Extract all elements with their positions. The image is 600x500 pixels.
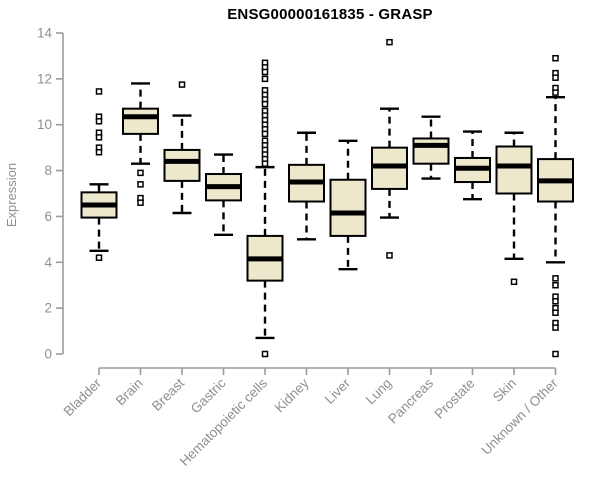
x-tick-label-gastric: Gastric <box>188 375 229 416</box>
boxplot-breast <box>163 81 201 215</box>
outlier-point <box>510 278 518 286</box>
y-tick-label: 0 <box>44 347 52 362</box>
outlier-point <box>95 254 103 261</box>
outlier-point <box>137 169 144 177</box>
iqr-box <box>495 145 533 195</box>
y-tick-label: 12 <box>37 71 52 86</box>
boxplot-kidney <box>288 131 325 241</box>
iqr-box <box>122 107 159 135</box>
outlier-point <box>552 54 559 62</box>
y-tick-label: 4 <box>44 255 52 270</box>
outlier-point <box>386 38 393 46</box>
boxplot-hematopoietic-cells <box>246 59 284 358</box>
iqr-box <box>163 148 201 182</box>
outlier-point <box>552 309 559 316</box>
boxplot-gastric <box>205 153 242 236</box>
y-tick-label: 10 <box>37 117 52 132</box>
x-tick-label-kidney: Kidney <box>272 375 312 415</box>
x-tick-label-unknown-other: Unknown / Other <box>478 375 561 458</box>
outlier-point <box>137 199 144 206</box>
outlier-point <box>261 350 269 358</box>
outlier-point <box>95 134 103 141</box>
x-tick-label-liver: Liver <box>322 375 354 407</box>
outlier-point <box>552 281 559 289</box>
x-tick-label-brain: Brain <box>113 376 146 409</box>
outlier-point <box>178 81 186 88</box>
y-axis: 0 2 4 6 8 10 12 14 <box>37 26 64 362</box>
chart-title: ENSG00000161835 - GRASP <box>227 6 433 23</box>
outlier-point <box>137 181 144 188</box>
outlier-point <box>261 68 269 76</box>
boxplot-brain <box>122 82 159 206</box>
outlier-point <box>552 324 559 331</box>
x-tick-label-prostate: Prostate <box>431 376 477 422</box>
boxplot-skin <box>495 131 533 286</box>
outlier-point <box>552 350 559 358</box>
boxplot-bladder <box>80 88 118 261</box>
outlier-point <box>552 74 559 81</box>
boxplot-pancreas <box>412 115 450 180</box>
y-tick-label: 6 <box>44 209 52 224</box>
outlier-point <box>552 298 559 305</box>
outlier-point <box>552 275 559 282</box>
outlier-point <box>95 118 103 125</box>
x-tick-label-skin: Skin <box>490 376 519 405</box>
y-tick-label: 8 <box>44 163 52 178</box>
outlier-point <box>552 89 559 96</box>
outlier-point <box>95 148 103 156</box>
boxplot-lung <box>371 38 408 259</box>
outlier-point <box>386 252 393 259</box>
x-tick-label-breast: Breast <box>149 375 187 413</box>
outlier-point <box>261 75 269 83</box>
x-tick-label-lung: Lung <box>363 376 395 408</box>
outlier-point <box>261 160 269 167</box>
outlier-point <box>95 88 103 95</box>
boxplot-prostate <box>454 130 491 201</box>
y-tick-label: 2 <box>44 301 52 316</box>
y-tick-label: 14 <box>37 26 53 41</box>
outlier-point <box>261 100 269 108</box>
boxplot-liver <box>329 139 367 271</box>
x-tick-label-bladder: Bladder <box>61 375 105 419</box>
outlier-point <box>261 130 269 138</box>
iqr-box <box>412 137 450 165</box>
x-tick-label-pancreas: Pancreas <box>385 375 436 426</box>
boxplot-unknown-other <box>537 54 574 358</box>
iqr-box <box>329 178 367 237</box>
